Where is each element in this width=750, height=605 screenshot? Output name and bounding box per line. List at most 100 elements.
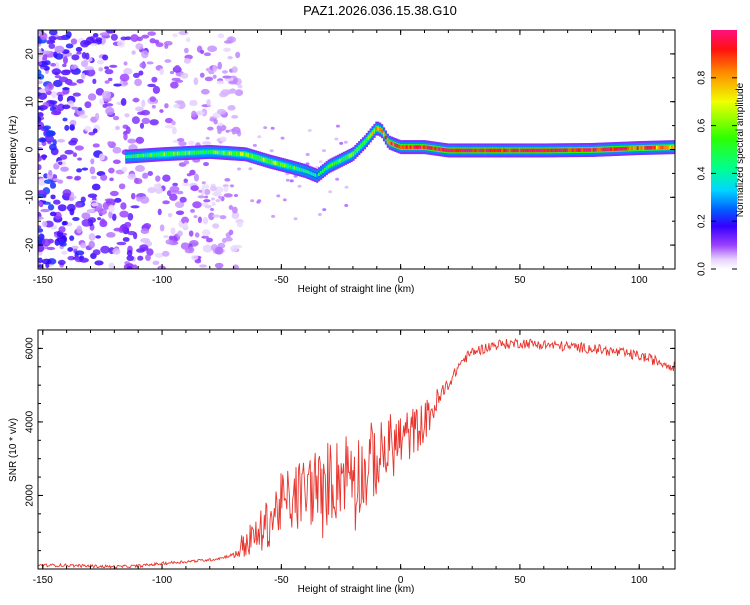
noise-speck [57, 204, 67, 212]
noise-speck [127, 173, 137, 180]
noise-speck [64, 149, 74, 155]
noise-speck [108, 262, 115, 269]
noise-speck [108, 210, 113, 219]
noise-speck [106, 232, 116, 238]
noise-speck [43, 179, 53, 184]
ridge-core [424, 145, 428, 150]
noise-speck [38, 142, 42, 147]
noise-speck [159, 68, 164, 75]
ridge-core [495, 148, 498, 153]
noise-speck [47, 204, 55, 211]
ridge-core [293, 166, 296, 170]
noise-speck [89, 166, 96, 175]
ridge-core [379, 127, 382, 132]
ridge-core [583, 148, 586, 152]
ridge-core [535, 148, 538, 153]
noise-speck [132, 264, 138, 269]
snr-plot-area [38, 330, 675, 569]
ridge-core [171, 151, 174, 156]
noise-speck [188, 246, 195, 254]
noise-speck [344, 185, 349, 189]
ridge-core [302, 168, 305, 173]
noise-speck [227, 55, 233, 60]
noise-speck [214, 246, 224, 255]
ridge-core [505, 148, 508, 153]
noise-speck [164, 117, 173, 124]
ridge-core [125, 154, 128, 159]
y-tick-label: -20 [25, 237, 36, 252]
ridge-core [316, 173, 319, 178]
ridge-core [571, 148, 575, 152]
snr-x-ticks: -150 -100 -50 0 50 100 [33, 330, 664, 586]
ridge-core [134, 154, 138, 158]
ridge-core [256, 156, 260, 160]
x-tick-label: 0 [398, 575, 404, 586]
ridge-core [255, 155, 258, 160]
noise-speck [76, 51, 82, 55]
noise-speck [130, 192, 136, 200]
noise-speck [164, 103, 169, 109]
noise-speck [174, 201, 185, 209]
ridge-core [184, 151, 187, 155]
noise-speck [183, 57, 192, 64]
ridge-core [260, 157, 263, 161]
ridge-core [541, 148, 544, 153]
noise-speck [92, 32, 99, 38]
ridge-core [562, 148, 565, 153]
ridge-core [673, 145, 675, 149]
noise-speck [221, 237, 227, 244]
spectrogram-y-ticks: -20 -10 0 10 20 [25, 29, 675, 270]
noise-speck [48, 169, 53, 176]
noise-speck [80, 242, 87, 249]
noise-speck [81, 212, 91, 220]
noise-speck [188, 140, 195, 146]
noise-speck [69, 124, 75, 131]
ridge-core [592, 148, 596, 152]
noise-speck [38, 189, 47, 196]
ridge-core [552, 148, 556, 153]
ridge-core [247, 153, 250, 157]
ridge-core [411, 145, 414, 149]
noise-speck [38, 225, 42, 229]
y-tick-label: 4000 [25, 410, 36, 433]
noise-speck [67, 255, 76, 261]
noise-speck [201, 235, 209, 239]
noise-speck [119, 73, 130, 82]
ridge-core [478, 148, 481, 153]
noise-speck [231, 114, 239, 119]
noise-speck [228, 204, 234, 210]
noise-speck [211, 201, 216, 207]
noise-speck [216, 80, 225, 85]
noise-speck [118, 183, 126, 190]
noise-speck [119, 210, 129, 218]
noise-speck [155, 42, 164, 48]
noise-speck [193, 215, 198, 219]
ridge-core [667, 145, 670, 150]
noise-speck [164, 59, 172, 63]
ridge-core [600, 147, 603, 152]
noise-speck [120, 98, 127, 106]
y-tick-label: 6000 [25, 337, 36, 360]
noise-speck [64, 124, 70, 131]
ridge-core [197, 150, 201, 155]
ridge-core [350, 153, 353, 157]
noise-speck [38, 200, 44, 207]
snr-y-ticks: 2000 4000 6000 [25, 329, 675, 570]
noise-speck [59, 241, 67, 247]
noise-speck [193, 173, 200, 182]
noise-speck [231, 211, 240, 220]
ridge-core [613, 147, 617, 151]
noise-speck [237, 84, 243, 89]
ridge-core [291, 165, 294, 170]
noise-speck [180, 72, 189, 79]
noise-speck [221, 70, 228, 74]
noise-speck [164, 43, 169, 49]
ridge-core [384, 135, 388, 140]
noise-speck [60, 166, 69, 172]
noise-speck [344, 204, 349, 208]
ridge-core [470, 148, 473, 153]
noise-speck [234, 193, 239, 197]
noise-speck [183, 178, 188, 183]
ridge-core [281, 163, 284, 167]
noise-speck [56, 138, 66, 143]
